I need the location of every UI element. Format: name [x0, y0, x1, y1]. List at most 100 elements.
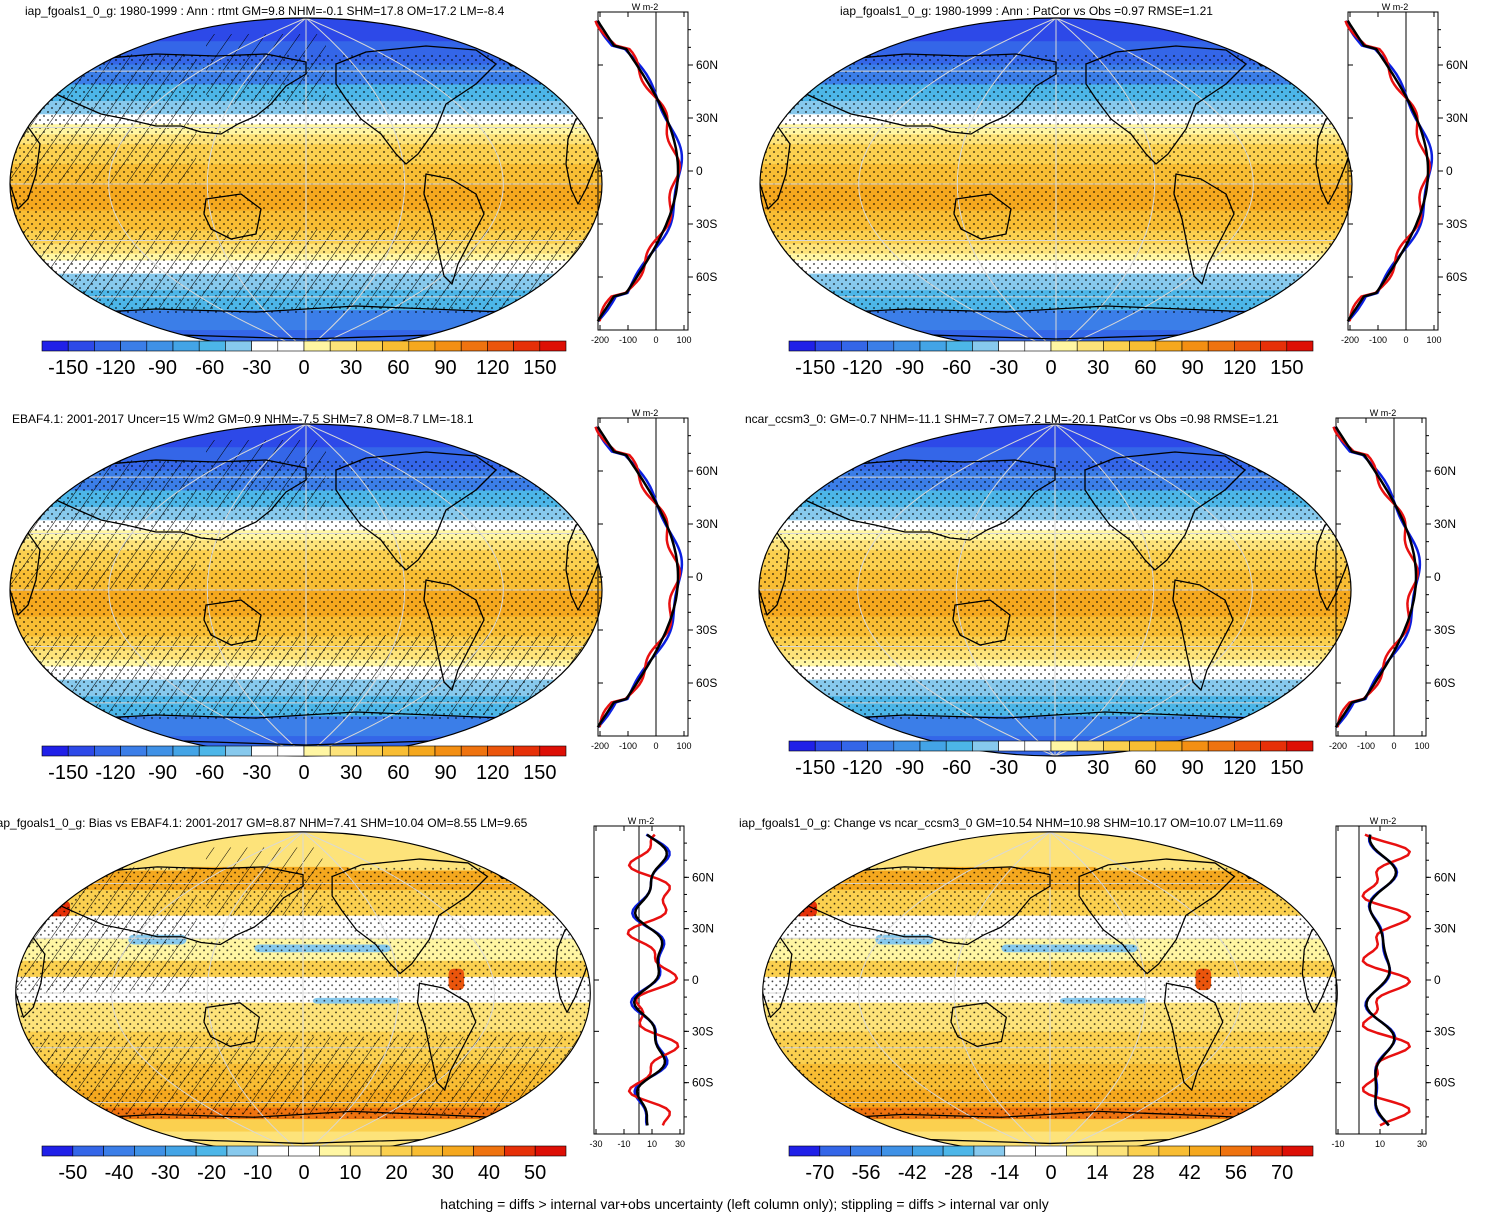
hatching: [206, 440, 326, 510]
map-change: [762, 831, 1338, 1155]
colorbar-swatch: [120, 340, 148, 352]
colorbar-label: 150: [1270, 757, 1303, 779]
colorbar-swatch: [172, 745, 200, 757]
lat-tick-label: 60N: [692, 870, 714, 884]
continent-africa-west: [10, 123, 41, 210]
continent-eurasia: [795, 53, 1057, 135]
colorbar: -150 -120 -90 -60 -30 0 30 60 90 120 150: [41, 745, 567, 784]
continent-north-america: [335, 451, 497, 571]
colorbar-swatch: [972, 340, 999, 352]
lat-tick-label: 60N: [1434, 464, 1456, 478]
colorbar-swatch: [72, 1145, 104, 1157]
colorbar-swatch: [172, 340, 200, 352]
panel-title: EBAF4.1: 2001-2017 Uncer=15 W/m2 GM=0.9 …: [12, 412, 474, 426]
colorbar-swatch: [819, 1145, 851, 1157]
lat-tick-label: 0: [1434, 973, 1441, 987]
colorbar-swatch: [1251, 1145, 1283, 1157]
zonal-unit-label: W m-2: [628, 816, 655, 826]
lat-tick-label: 30S: [1434, 1024, 1455, 1038]
hatching: [205, 847, 323, 916]
colorbar-label: -150: [795, 757, 835, 779]
colorbar-label: 30: [432, 1162, 454, 1184]
zonal-frame: [1347, 11, 1439, 331]
colorbar-swatch: [67, 745, 95, 757]
colorbar-swatch: [303, 745, 331, 757]
colorbar-label: -30: [242, 357, 271, 379]
colorbar-swatch: [1103, 340, 1130, 352]
colorbar-swatch: [487, 340, 514, 352]
colorbar-swatch: [460, 745, 488, 757]
colorbar-swatch: [251, 745, 279, 757]
colorbar-swatch: [303, 340, 331, 352]
colorbar-label: 90: [434, 357, 456, 379]
colorbar-label: 60: [1134, 757, 1156, 779]
graticule: [15, 831, 591, 1155]
zonal-x-tick-label: -200: [1329, 741, 1347, 751]
colorbar-label: 50: [524, 1162, 546, 1184]
continent-africa-west: [762, 934, 793, 1018]
colorbar-swatch: [319, 1145, 351, 1157]
lat-tick-label: 30S: [696, 217, 717, 231]
colorbar-label: -30: [242, 762, 271, 784]
continent-eurasia: [45, 459, 307, 541]
zonal-unit-label: W m-2: [1370, 408, 1397, 418]
zonal-x-tick-label: -200: [591, 741, 609, 751]
map-field: [762, 831, 1338, 1155]
figure-footnote: hatching = diffs > internal var+obs unce…: [440, 1196, 1049, 1212]
zonal-x-tick-label: 0: [653, 741, 658, 751]
colorbar-label: -50: [58, 1162, 87, 1184]
map-border: [758, 423, 1352, 757]
colorbar-swatch: [1129, 340, 1157, 352]
zonal-unit-label: W m-2: [1370, 816, 1397, 826]
colorbar-swatch: [225, 745, 252, 757]
colorbar-label: 0: [298, 1162, 309, 1184]
colorbar-swatch: [411, 1145, 444, 1157]
zonal-mean-plot: W m-2 60N 30N 0 30S 60S -200 -100 0 100: [591, 2, 718, 345]
colorbar-label: -30: [151, 1162, 180, 1184]
zonal-x-tick-label: -200: [591, 335, 609, 345]
colorbar-label: -120: [842, 357, 882, 379]
zonal-line-red: [626, 833, 680, 1126]
colorbar-swatch: [788, 740, 816, 752]
zonal-x-tick-label: 10: [647, 1139, 657, 1149]
colorbar-swatch: [41, 745, 69, 757]
continent-africa-west: [15, 934, 46, 1018]
zonal-x-tick-label: 10: [1375, 1139, 1385, 1149]
colorbar-label: 30: [340, 762, 362, 784]
colorbar-label: 0: [1045, 1162, 1056, 1184]
zonal-mean-plot: W m-2 60N 30N 0 30S 60S -200 -100 0 100: [1329, 408, 1456, 751]
lat-tick-label: 30N: [696, 517, 718, 531]
colorbar-swatch: [1234, 740, 1261, 752]
hatching: [10, 460, 196, 590]
panel-model-patcor: iap_fgoals1_0_g: 1980-1999 : Ann : PatCo…: [745, 0, 1489, 400]
colorbar-swatch: [1050, 740, 1078, 752]
lat-tick-label: 30N: [692, 922, 714, 936]
map-field: [760, 18, 1352, 350]
colorbar-swatch: [94, 340, 121, 352]
map-bias: [15, 831, 591, 1155]
colorbar: -70 -56 -42 -28 -14 0 14 28 42 56 70: [788, 1145, 1314, 1184]
colorbar-label: -120: [95, 357, 135, 379]
colorbar-swatch: [841, 340, 868, 352]
colorbar-swatch: [226, 1145, 259, 1157]
colorbar-swatch: [251, 340, 279, 352]
colorbar-label: 120: [476, 357, 509, 379]
zonal-x-tick-label: -100: [619, 335, 637, 345]
colorbar-swatch: [473, 1145, 505, 1157]
colorbar-swatch: [867, 740, 895, 752]
colorbar-label: -60: [195, 357, 224, 379]
colorbar-label: -90: [895, 357, 924, 379]
colorbar-swatch: [1281, 1145, 1314, 1157]
colorbar-label: -90: [148, 357, 177, 379]
colorbar-swatch: [277, 340, 305, 352]
colorbar-swatch: [867, 340, 895, 352]
lat-tick-label: 30N: [1434, 922, 1456, 936]
colorbar-swatch: [1076, 340, 1104, 352]
colorbar-swatch: [195, 1145, 228, 1157]
zonal-line-black: [1346, 20, 1430, 322]
colorbar-label: -10: [243, 1162, 272, 1184]
panel-title: iap_fgoals1_0_g: 1980-1999 : Ann : PatCo…: [840, 4, 1213, 18]
zonal-x-tick-label: -100: [1357, 741, 1375, 751]
continent-eurasia: [797, 866, 1051, 946]
colorbar-swatch: [94, 745, 121, 757]
